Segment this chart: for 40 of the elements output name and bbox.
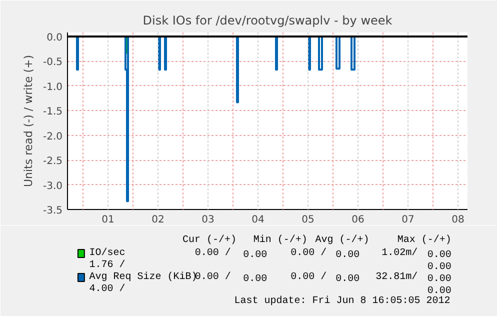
x-tick-label: 04 [252, 214, 264, 226]
text: 0.00 [427, 286, 452, 297]
text: Avg (-/+) [315, 234, 370, 246]
y-tick-label: -2.5 [42, 156, 63, 168]
x-tick-label: 07 [402, 214, 414, 226]
text: 0.00 [427, 262, 452, 273]
x-tick-label: 03 [202, 214, 214, 226]
text: Cur (-/+) [182, 234, 237, 246]
text: 0.00 [336, 250, 360, 261]
text: 0.00 / [194, 247, 231, 259]
y-tick-label: -1.0 [42, 82, 63, 93]
text: 0.00 [243, 274, 268, 285]
y-tick-label: -3.0 [42, 180, 63, 192]
text: Max (-/+) [397, 234, 452, 246]
text: 0.00 [427, 250, 452, 261]
chart-title: Disk IOs for /dev/rootvg/swaplv - by week [142, 14, 392, 28]
text: 0.00 / [194, 271, 231, 283]
y-tick-label: -2.0 [42, 131, 63, 142]
y-tick-label: 0.0 [46, 32, 63, 44]
x-tick-label: 02 [152, 214, 164, 226]
legend-label: IO/sec [89, 247, 126, 259]
x-tick-label: 06 [352, 214, 364, 226]
text: Last update: Fri Jun 8 16:05:05 2012 [234, 295, 450, 307]
y-axis-title: Units read (-) / write (+) [22, 54, 35, 188]
text: 0.00 [243, 250, 268, 261]
text: Min (-/+) [253, 234, 308, 246]
y-tick-label: -3.5 [42, 206, 63, 216]
x-tick-label: 05 [302, 214, 314, 226]
text: 1.76 / [89, 259, 126, 271]
text: 0.00 / [290, 271, 327, 283]
x-tick-label: 01 [102, 214, 114, 226]
y-tick-label: -0.5 [42, 57, 63, 68]
text: 0.00 [427, 274, 452, 285]
x-tick-label: 08 [452, 214, 464, 226]
text: 32.81m/ [376, 271, 418, 283]
y-tick-label: -1.5 [42, 106, 63, 118]
text: 1.02m/ [382, 247, 418, 259]
text: 4.00 / [89, 283, 126, 295]
text: 0.00 [336, 274, 360, 285]
text: 0.00 / [290, 247, 327, 259]
